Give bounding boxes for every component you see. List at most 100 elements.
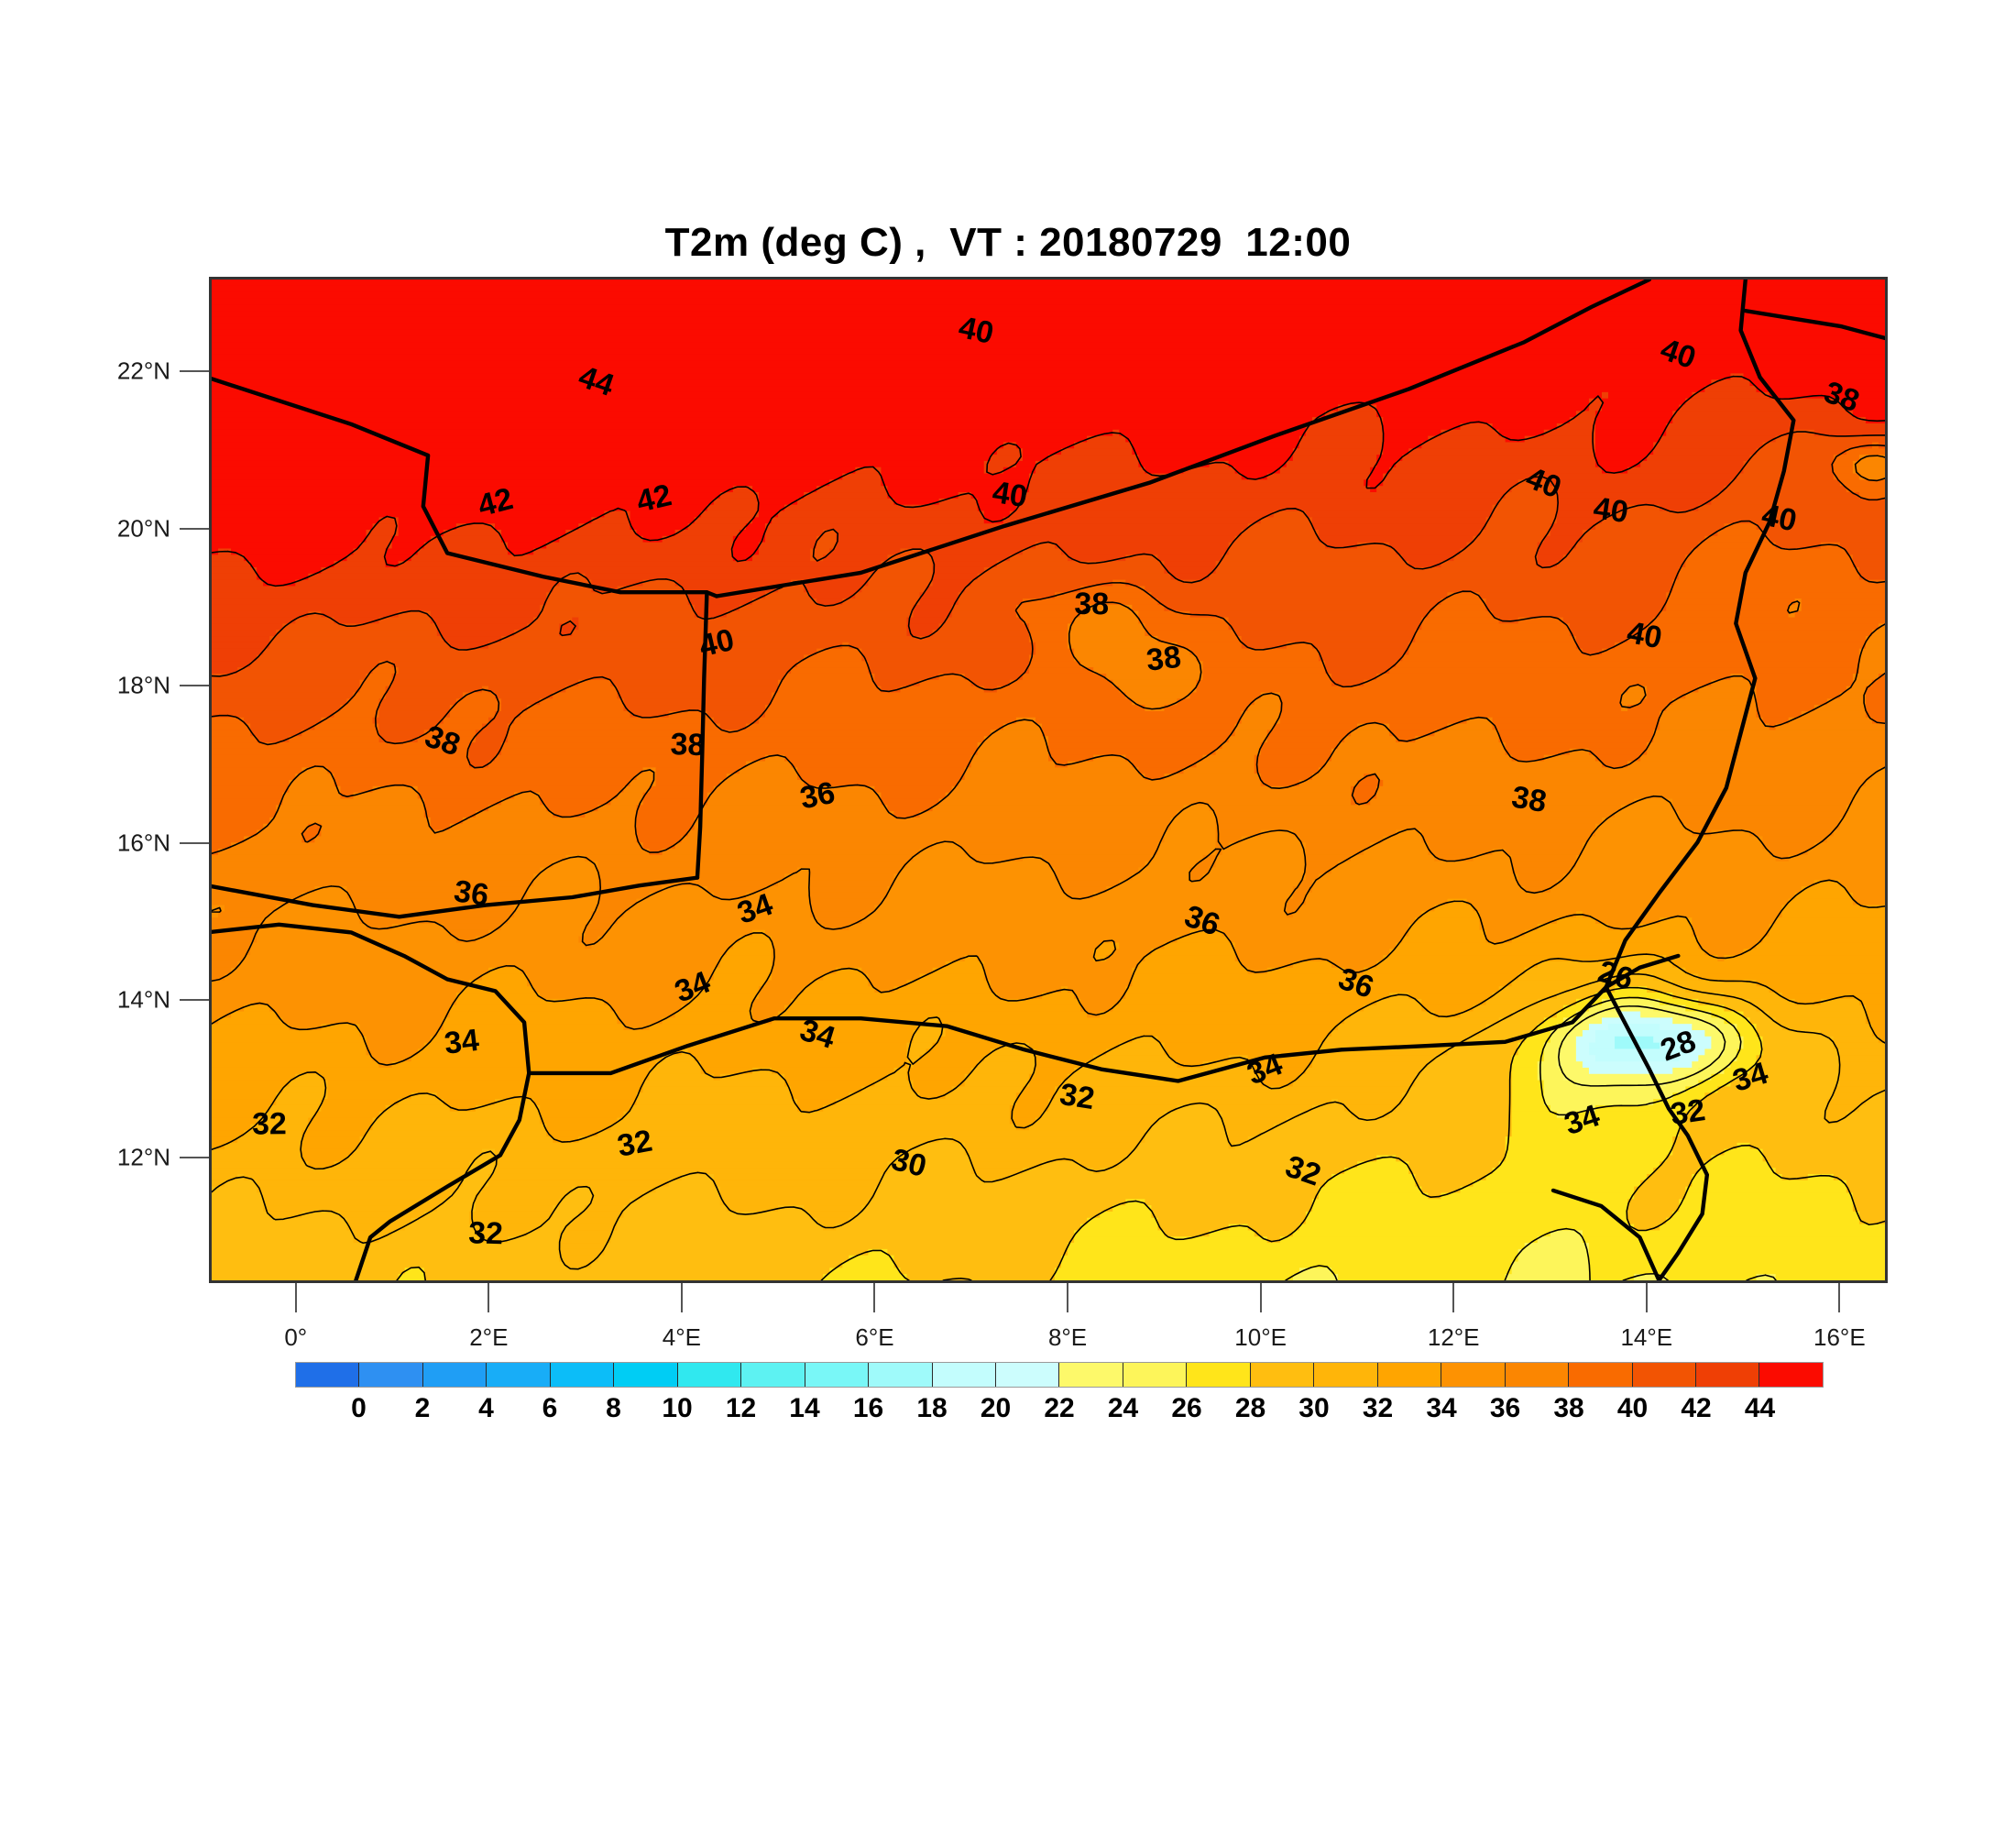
lat-tick-mark [180,369,209,372]
lon-tick-label: 2°E [469,1323,509,1351]
colorbar-cell [741,1363,805,1387]
colorbar-cell [1187,1363,1251,1387]
colorbar-cell [359,1363,423,1387]
lon-tick-mark [873,1283,876,1312]
colorbar [295,1362,1824,1388]
colorbar-cell [1505,1363,1570,1387]
lon-tick-label: 4°E [662,1323,702,1351]
colorbar-tick-label: 32 [1362,1393,1394,1423]
colorbar-tick-label: 24 [1107,1393,1139,1423]
lat-tick-label: 16°N [116,829,170,857]
lon-tick-label: 6°E [855,1323,894,1351]
colorbar-cell [1314,1363,1378,1387]
colorbar-tick-label: 40 [1616,1393,1649,1423]
lon-tick-mark [680,1283,683,1312]
contour-label: 38 [1074,587,1109,622]
contour-label: 40 [1759,498,1800,539]
colorbar-cell [1377,1363,1442,1387]
contour-label: 40 [1625,615,1665,655]
colorbar-tick-label: 28 [1234,1393,1266,1423]
map-plot-area: 40 44 40 38 42 42 40 40 40 40 38 38 40 40 38 38 36 38 36 34… [209,277,1888,1283]
lat-tick-label: 18°N [116,671,170,699]
lat-tick-mark [180,999,209,1002]
colorbar-cell [422,1363,488,1387]
colorbar-tick-label: 10 [662,1393,693,1423]
colorbar-cell [1695,1363,1760,1387]
colorbar-tick-label: 30 [1298,1393,1330,1423]
contour-label: 32 [252,1106,287,1141]
lat-tick-label: 22°N [116,357,170,385]
lon-tick-mark [294,1283,297,1312]
lon-tick-label: 10°E [1234,1323,1287,1351]
colorbar-cell [614,1363,678,1387]
lon-tick-mark [1838,1283,1841,1312]
contour-label: 40 [1592,490,1631,530]
lon-tick-mark [1259,1283,1262,1312]
lon-tick-mark [488,1283,490,1312]
colorbar-cell [1250,1363,1315,1387]
lon-tick-label: 8°E [1047,1323,1088,1351]
lat-tick-mark [180,841,209,844]
lat-tick-label: 14°N [116,985,170,1014]
lat-tick-label: 12°N [116,1143,170,1171]
colorbar-cell [1059,1363,1123,1387]
colorbar-tick-label: 4 [478,1393,494,1423]
contour-label: 42 [475,481,517,523]
colorbar-cell [995,1363,1060,1387]
page-title: T2m (deg C) , VT : 20180729 12:00 [664,220,1352,265]
colorbar-tick-label: 0 [351,1393,367,1423]
colorbar-cell [296,1363,360,1387]
lon-tick-mark [1645,1283,1648,1312]
colorbar-cell [1123,1363,1188,1387]
lat-tick-mark [180,685,209,687]
contour-label: 40 [696,622,737,664]
colorbar-tick-label: 38 [1553,1393,1584,1423]
colorbar-tick-label: 6 [542,1393,558,1423]
colorbar-tick-label: 12 [725,1393,757,1423]
colorbar-tick-label: 36 [1489,1393,1521,1423]
contour-label: 34 [443,1023,481,1061]
contour-label: 32 [1668,1092,1707,1132]
contour-label: 32 [468,1215,504,1251]
lat-tick-mark [180,527,209,530]
lon-tick-mark [1452,1283,1455,1312]
contour-label: 38 [1509,779,1549,819]
lon-tick-label: 12°E [1427,1323,1480,1351]
colorbar-tick-label: 16 [852,1393,884,1423]
lon-tick-label: 14°E [1620,1323,1673,1351]
colorbar-cell [677,1363,742,1387]
colorbar-tick-label: 20 [980,1393,1012,1423]
colorbar-cell [932,1363,996,1387]
colorbar-cell [1632,1363,1696,1387]
colorbar-tick-label: 2 [414,1393,431,1423]
contour-label: 32 [1057,1077,1097,1116]
colorbar-tick-label: 14 [789,1393,820,1423]
colorbar-cell [550,1363,615,1387]
colorbar-cell [1569,1363,1633,1387]
lat-tick-label: 20°N [116,514,170,542]
contour-label: 40 [956,310,997,351]
colorbar-tick-labels: 0 2 4 6 8 10 12 14 16 18 20 22 24 26 28 30 32 34 36 38 40 42 4… [295,1393,1824,1433]
colorbar-tick-label: 22 [1044,1393,1075,1423]
colorbar-tick-label: 26 [1171,1393,1202,1423]
lon-tick-mark [1067,1283,1069,1312]
colorbar-cell [1441,1363,1506,1387]
contour-label: 30 [888,1142,930,1184]
contour-label: 38 [670,727,706,763]
lon-tick-label: 16°E [1813,1323,1866,1351]
colorbar-tick-label: 44 [1744,1393,1776,1423]
contour-label: 36 [797,775,838,817]
colorbar-tick-label: 42 [1681,1393,1712,1423]
contour-label: 40 [991,475,1030,514]
contour-label: 38 [1145,640,1183,678]
colorbar-tick-label: 8 [606,1393,621,1423]
contour-label: 36 [452,873,491,913]
colorbar-cell [869,1363,933,1387]
colorbar-cell [1759,1363,1823,1387]
lat-tick-mark [180,1156,209,1158]
contour-label: 32 [615,1124,655,1164]
lon-tick-label: 0° [284,1323,308,1351]
contour-label: 42 [633,477,674,520]
